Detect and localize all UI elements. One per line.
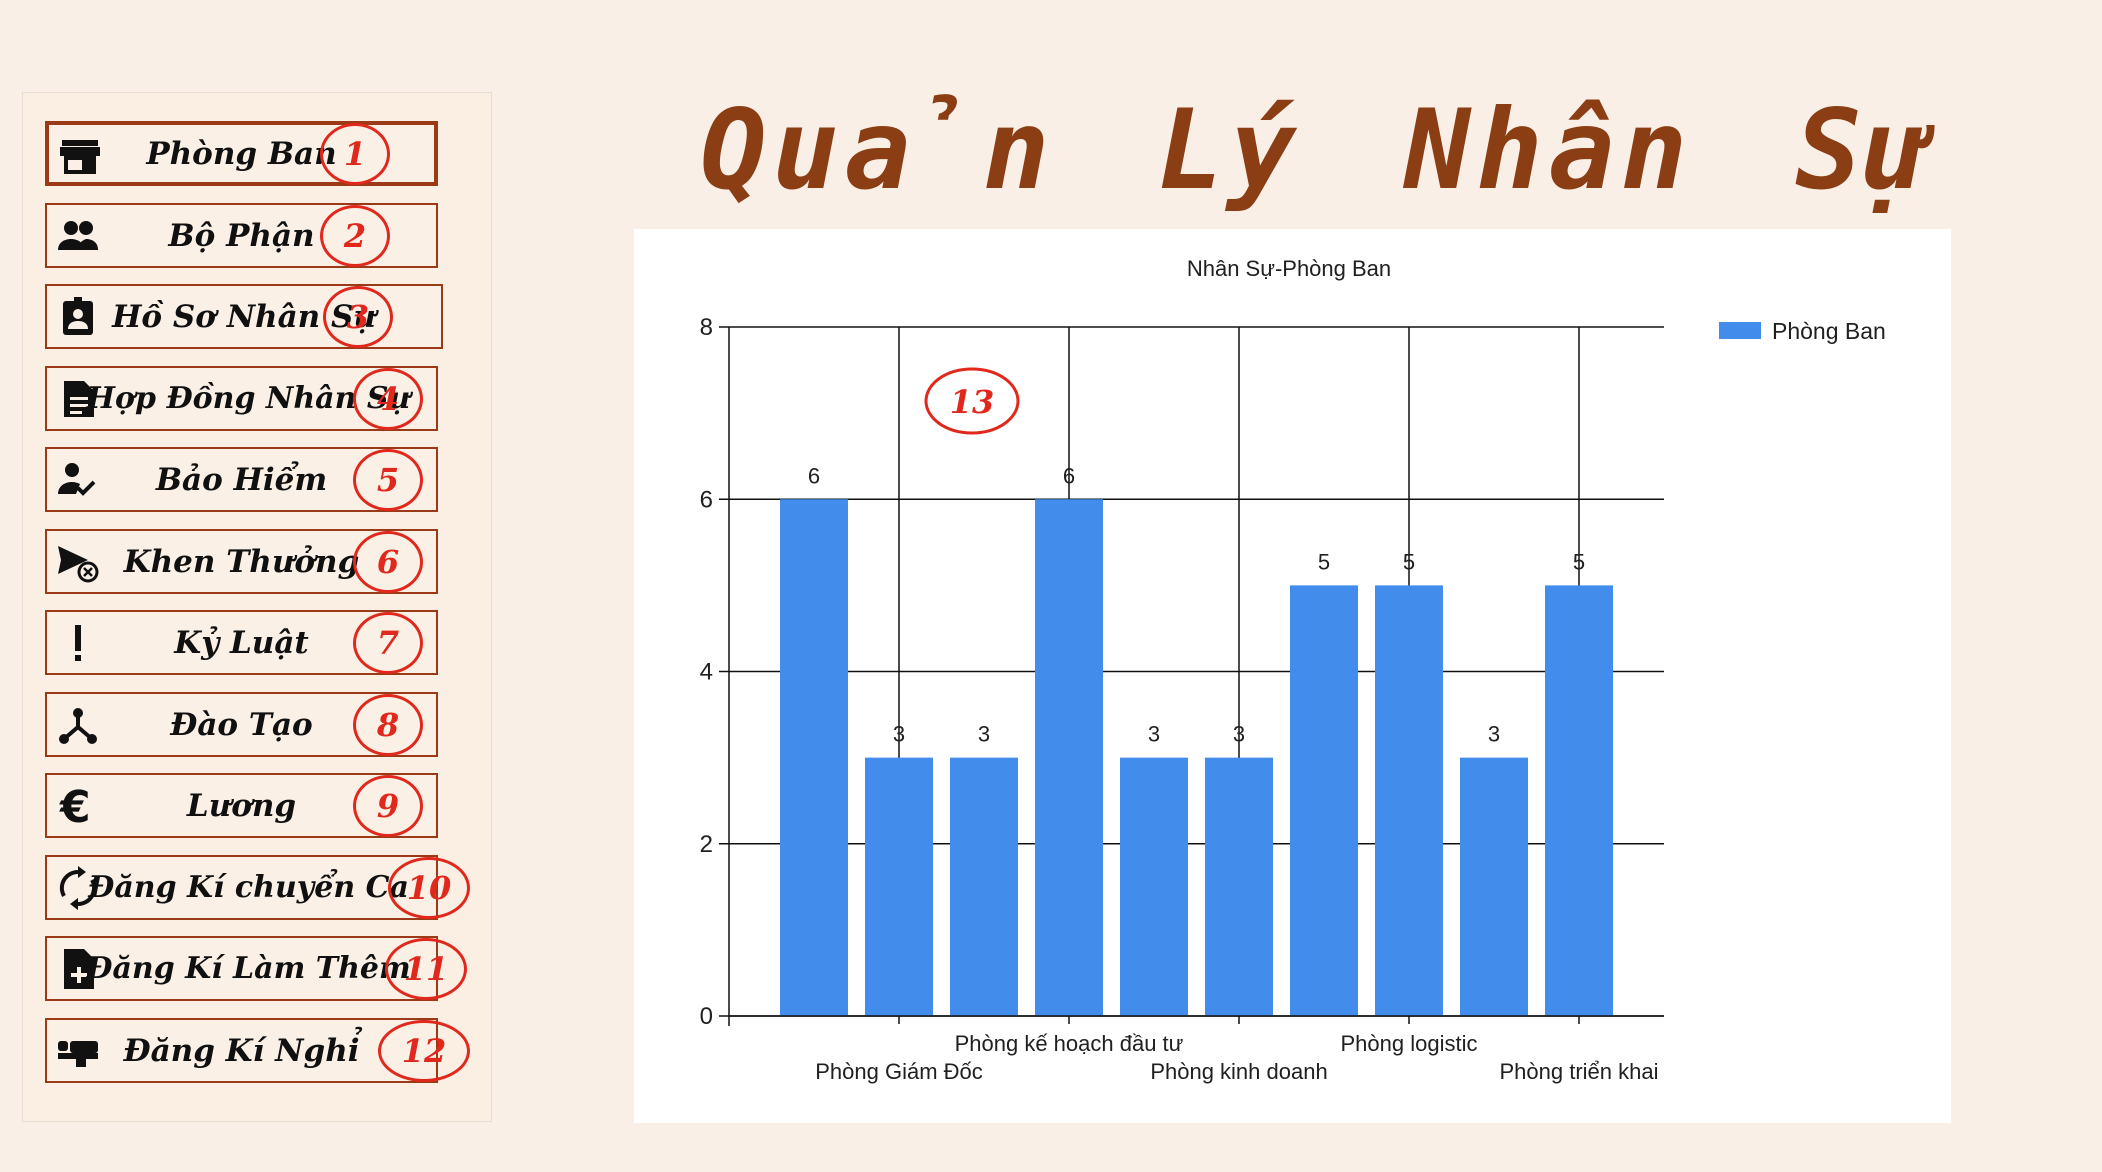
sidebar-item-label: Phòng Ban [146, 135, 337, 172]
hub-icon [53, 700, 103, 750]
annotation-number: 4 [353, 368, 423, 430]
bar [1290, 585, 1358, 1016]
bar-value-label: 6 [1063, 463, 1075, 488]
sidebar-item-label: Đăng Kí Nghỉ [123, 1032, 360, 1069]
bar [1460, 757, 1528, 1016]
sync-icon [53, 863, 103, 913]
bar [865, 757, 933, 1016]
store-icon [55, 131, 105, 181]
annotation-number: 8 [353, 694, 423, 756]
bed-icon [53, 1026, 103, 1076]
sidebar-item-label: Bộ Phận [168, 217, 315, 254]
y-tick-label: 0 [700, 1003, 713, 1030]
annotation-number: 10 [388, 857, 470, 919]
bar-value-label: 3 [1233, 722, 1245, 747]
sidebar-item-dang-ki-lam-them[interactable]: Đăng Kí Làm Thêm [45, 936, 438, 1001]
sidebar-item-label: Khen Thưởng [123, 543, 360, 580]
x-tick-label: Phòng kế hoạch đầu tư [955, 1031, 1184, 1056]
sidebar: Phòng Ban 1 Bộ Phận 2 Hồ Sơ Nhân Sự 3 Hợp Đồng… [22, 92, 492, 1122]
exclamation-icon [53, 618, 103, 668]
sidebar-item-label: Lương [186, 787, 297, 824]
bar-value-label: 3 [893, 722, 905, 747]
annotation-number: 9 [353, 775, 423, 837]
badge-icon [53, 292, 103, 342]
annotation-number: 7 [353, 612, 423, 674]
bar-value-label: 3 [1488, 722, 1500, 747]
x-tick-label: Phòng kinh doanh [1150, 1059, 1327, 1084]
annotation-number: 3 [323, 286, 393, 348]
y-tick-label: 4 [700, 659, 713, 686]
legend-label: Phòng Ban [1772, 318, 1886, 344]
bar [1205, 757, 1273, 1016]
annotation-number: 2 [320, 205, 390, 267]
bar [1120, 757, 1188, 1016]
bar-value-label: 3 [1148, 722, 1160, 747]
chart: Nhân Sự-Phòng Ban 0 2 4 6 8 6 3 3 6 3 3 5 5 3 5 Phòng Gi… [700, 256, 1886, 1084]
sidebar-item-label: Đăng Kí Làm Thêm [86, 951, 411, 986]
bar [1375, 585, 1443, 1016]
bar-value-label: 5 [1573, 549, 1585, 574]
bar-value-label: 3 [978, 722, 990, 747]
chart-panel: Nhân Sự-Phòng Ban 0 2 4 6 8 6 3 3 6 3 3 5 5 3 5 Phòng Gi… [634, 229, 1951, 1123]
sidebar-item-dang-ki-nghi[interactable]: Đăng Kí Nghỉ [45, 1018, 438, 1083]
x-tick-label: Phòng logistic [1341, 1031, 1478, 1056]
x-tick-label: Phòng Giám Đốc [815, 1059, 983, 1084]
bar-value-label: 5 [1318, 549, 1330, 574]
y-tick-label: 2 [700, 831, 713, 858]
send-cancel-icon [53, 537, 103, 587]
bar [1545, 585, 1613, 1016]
sidebar-item-label: Đăng Kí chuyển Ca [88, 870, 409, 905]
note-add-icon [53, 944, 103, 994]
annotation-number: 1 [320, 123, 390, 185]
legend-swatch [1719, 322, 1761, 339]
euro-icon: € [53, 781, 103, 831]
y-tick-label: 6 [700, 486, 713, 513]
bar-value-label: 5 [1403, 549, 1415, 574]
bar [950, 757, 1018, 1016]
sidebar-item-dang-ki-chuyen-ca[interactable]: Đăng Kí chuyển Ca [45, 855, 438, 920]
sidebar-item-label: Đào Tạo [170, 706, 313, 743]
svg-text:€: € [59, 784, 91, 828]
sidebar-item-label: Bảo Hiểm [155, 461, 328, 498]
annotation-number: 13 [950, 383, 995, 421]
x-tick-label: Phòng triển khai [1500, 1059, 1659, 1084]
bar [780, 499, 848, 1016]
chart-title: Nhân Sự-Phòng Ban [1187, 256, 1391, 281]
annotation-number: 12 [378, 1020, 470, 1082]
annotation-circle [924, 367, 1020, 435]
sidebar-item-label: Kỷ Luật [174, 624, 309, 661]
document-icon [53, 374, 103, 424]
y-tick-label: 8 [700, 314, 713, 341]
annotation-number: 6 [353, 531, 423, 593]
annotation-number: 11 [385, 938, 467, 1000]
bar [1035, 499, 1103, 1016]
app-title: Quản Lý Nhân Sự [700, 86, 1940, 214]
person-check-icon [53, 455, 103, 505]
bar-value-label: 6 [808, 463, 820, 488]
annotation-number: 5 [353, 449, 423, 511]
group-icon [53, 211, 103, 261]
